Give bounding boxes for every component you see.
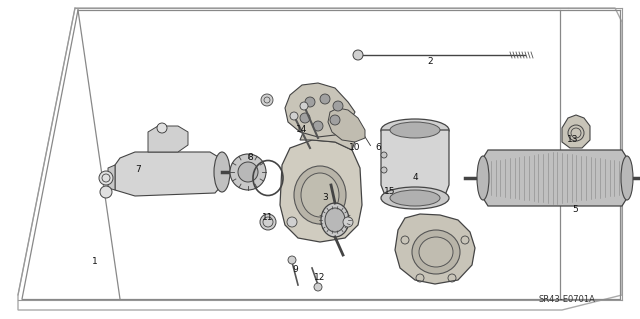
Circle shape [330,115,340,125]
Ellipse shape [390,190,440,206]
Circle shape [100,186,112,198]
Text: 6: 6 [375,144,381,152]
Circle shape [290,112,298,120]
Text: 7: 7 [135,166,141,174]
Text: SR43-E0701A: SR43-E0701A [538,295,595,305]
Polygon shape [562,115,590,148]
Circle shape [157,123,167,133]
Text: 13: 13 [567,136,579,145]
Circle shape [287,217,297,227]
Circle shape [99,171,113,185]
Circle shape [343,217,353,227]
Circle shape [353,50,363,60]
Ellipse shape [381,119,449,141]
Ellipse shape [390,122,440,138]
Text: 5: 5 [572,205,578,214]
Text: 14: 14 [296,125,308,135]
Circle shape [313,121,323,131]
Ellipse shape [301,173,339,217]
Circle shape [230,154,266,190]
Text: 12: 12 [314,273,326,283]
Ellipse shape [321,203,349,237]
Circle shape [381,167,387,173]
Circle shape [381,152,387,158]
Circle shape [238,162,258,182]
Ellipse shape [621,156,633,200]
Polygon shape [108,165,115,190]
Polygon shape [115,152,222,196]
Text: 3: 3 [322,194,328,203]
Text: 9: 9 [292,265,298,275]
Circle shape [314,283,322,291]
Text: 4: 4 [412,174,418,182]
Ellipse shape [381,187,449,209]
Polygon shape [395,214,475,284]
Text: 10: 10 [349,144,361,152]
Ellipse shape [477,156,489,200]
Text: 2: 2 [427,57,433,66]
Ellipse shape [419,237,453,267]
Polygon shape [300,112,358,150]
Polygon shape [285,83,355,137]
Polygon shape [483,150,627,206]
Ellipse shape [412,230,460,274]
Text: 11: 11 [262,213,274,222]
Circle shape [260,214,276,230]
Polygon shape [328,108,365,142]
Circle shape [320,94,330,104]
Circle shape [333,101,343,111]
Circle shape [288,256,296,264]
Circle shape [300,102,308,110]
Ellipse shape [325,208,345,232]
Ellipse shape [214,152,230,192]
Ellipse shape [294,166,346,224]
Polygon shape [148,126,188,152]
Circle shape [300,113,310,123]
Polygon shape [381,130,449,202]
Circle shape [261,94,273,106]
Text: 8: 8 [247,153,253,162]
Text: 15: 15 [384,188,396,197]
Text: 1: 1 [92,257,98,266]
Polygon shape [280,140,362,242]
Circle shape [305,97,315,107]
